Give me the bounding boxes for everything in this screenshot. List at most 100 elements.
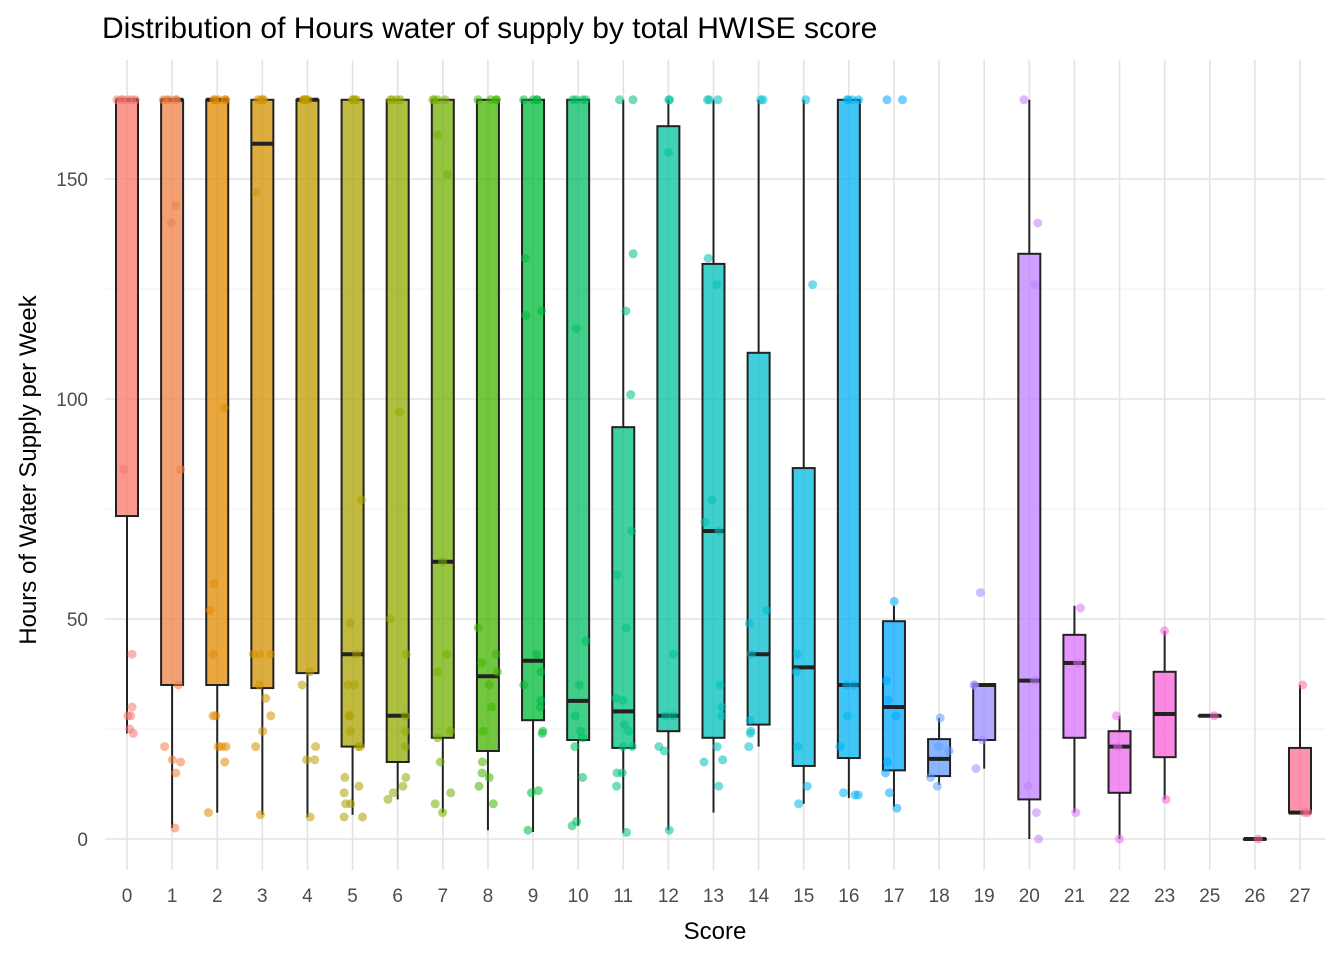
data-point [352, 649, 362, 659]
data-point [1073, 658, 1083, 668]
data-point [208, 649, 218, 659]
data-point [745, 715, 755, 725]
data-point [621, 306, 631, 316]
box-19 [972, 683, 997, 769]
box-0 [115, 97, 139, 734]
data-point [358, 812, 368, 822]
data-point [626, 390, 636, 400]
data-point [611, 693, 621, 703]
data-point [969, 680, 979, 690]
data-point [305, 667, 315, 677]
data-point [578, 733, 588, 743]
data-point [173, 680, 183, 690]
data-point [127, 649, 137, 659]
data-point [615, 95, 625, 105]
data-point [619, 720, 629, 730]
box-18 [927, 718, 952, 785]
data-point [932, 781, 942, 791]
data-point [443, 170, 453, 180]
data-point [521, 310, 531, 320]
box-body [115, 98, 139, 518]
data-point [385, 614, 395, 624]
data-point [430, 799, 440, 809]
data-point [303, 95, 313, 105]
x-tick-label: 20 [1019, 886, 1040, 907]
data-point [718, 755, 728, 765]
data-point [1253, 834, 1263, 844]
data-point [442, 649, 452, 659]
data-point [744, 742, 754, 752]
x-tick-label: 27 [1289, 886, 1310, 907]
x-tick-label: 13 [703, 886, 724, 907]
data-point [248, 649, 258, 659]
data-point [528, 95, 538, 105]
data-point [627, 526, 637, 536]
x-tick-label: 9 [528, 886, 539, 907]
x-tick-label: 4 [302, 886, 313, 907]
y-axis-label: Hours of Water Supply per Week [15, 294, 42, 644]
data-point [622, 827, 632, 837]
x-tick-label: 2 [212, 886, 223, 907]
data-point [853, 790, 863, 800]
data-point [440, 95, 450, 105]
data-point [659, 746, 669, 756]
data-point [123, 95, 133, 105]
data-point [624, 726, 634, 736]
data-point [746, 649, 756, 659]
data-point [401, 649, 411, 659]
data-point [971, 764, 981, 774]
data-point [519, 680, 529, 690]
box-body [1288, 746, 1312, 814]
data-point [744, 618, 754, 628]
box-body [972, 683, 997, 741]
data-point [891, 711, 901, 721]
data-point [838, 788, 848, 798]
data-point [881, 768, 891, 778]
data-point [703, 253, 713, 263]
data-point [570, 742, 580, 752]
x-tick-label: 16 [838, 886, 859, 907]
data-point [445, 726, 455, 736]
box-2 [205, 97, 230, 813]
data-point [536, 667, 546, 677]
data-point [977, 735, 987, 745]
data-point [165, 95, 175, 105]
data-point [433, 733, 443, 743]
data-point [808, 280, 818, 290]
x-tick-label: 10 [568, 886, 589, 907]
data-point [166, 218, 176, 228]
data-point [356, 495, 366, 505]
data-point [127, 702, 137, 712]
data-point [745, 728, 755, 738]
data-point [628, 249, 638, 259]
data-point [487, 702, 497, 712]
data-point [1113, 742, 1123, 752]
data-point [398, 781, 408, 791]
box-body [385, 98, 410, 764]
x-tick-label: 1 [167, 886, 178, 907]
box-body [836, 98, 861, 760]
data-point [617, 768, 627, 778]
box-9 [521, 98, 546, 832]
data-point [854, 95, 864, 105]
x-axis-label: Score [684, 918, 747, 945]
data-point [339, 812, 349, 822]
data-point [171, 95, 181, 105]
data-point [849, 680, 859, 690]
x-tick-label: 11 [613, 886, 633, 907]
data-point [935, 713, 945, 723]
x-tick-label: 7 [438, 886, 449, 907]
data-point [438, 557, 448, 567]
data-point [661, 711, 671, 721]
data-point [310, 755, 320, 765]
x-tick-label: 26 [1244, 886, 1265, 907]
box-22 [1107, 715, 1132, 839]
data-point [794, 799, 804, 809]
data-point [1298, 680, 1308, 690]
data-point [669, 649, 679, 659]
data-point [700, 517, 710, 527]
box-7 [430, 98, 455, 813]
data-point [842, 711, 852, 721]
data-point [1030, 280, 1040, 290]
data-point [1031, 808, 1041, 818]
